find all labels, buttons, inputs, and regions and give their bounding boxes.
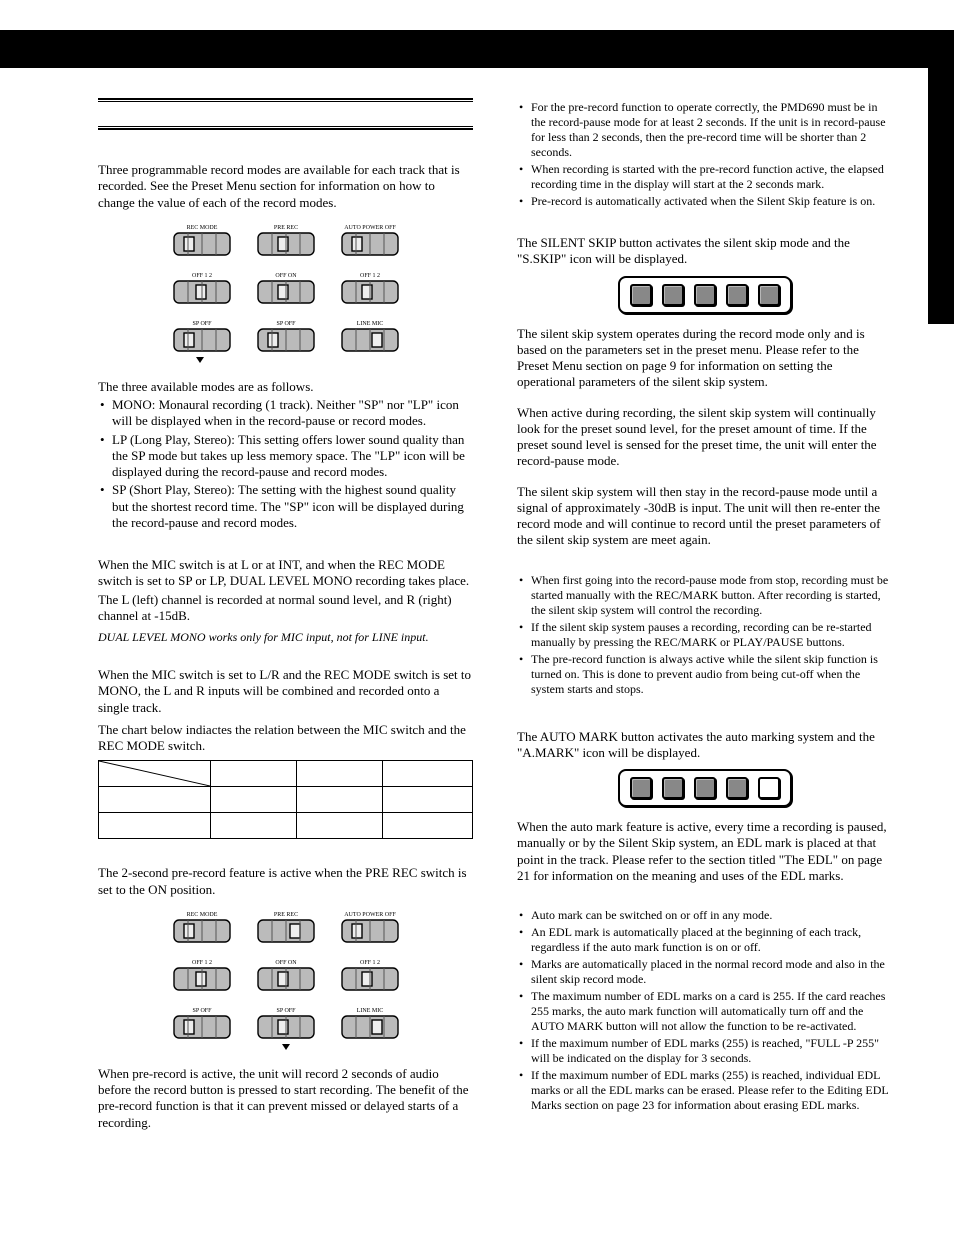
svg-text:PRE REC: PRE REC bbox=[273, 912, 297, 918]
list-item: Marks are automatically placed in the no… bbox=[517, 957, 892, 987]
side-black-tab bbox=[928, 62, 954, 324]
prerec-p1: The 2-second pre-record feature is activ… bbox=[98, 865, 473, 898]
svg-text:SP OFF: SP OFF bbox=[192, 321, 212, 327]
dual-level-note: DUAL LEVEL MONO works only for MIC input… bbox=[98, 630, 473, 645]
svg-text:OFF ON: OFF ON bbox=[275, 960, 297, 966]
dual-level-p1: When the MIC switch is at L or at INT, a… bbox=[98, 557, 473, 590]
rec-mode-list: MONO: Monaural recording (1 track). Neit… bbox=[98, 397, 473, 531]
svg-text:OFF 1 2: OFF 1 2 bbox=[191, 273, 211, 279]
combine-p1: When the MIC switch is set to L/R and th… bbox=[98, 667, 473, 716]
amark-p1: When the auto mark feature is active, ev… bbox=[517, 819, 892, 884]
sskip-p1: The silent skip system operates during t… bbox=[517, 326, 892, 391]
svg-text:SP OFF: SP OFF bbox=[276, 321, 296, 327]
list-item: If the silent skip system pauses a recor… bbox=[517, 620, 892, 650]
top-black-bar bbox=[0, 30, 954, 68]
dual-level-p2: The L (left) channel is recorded at norm… bbox=[98, 592, 473, 625]
svg-text:AUTO POWER OFF: AUTO POWER OFF bbox=[344, 912, 396, 918]
sskip-p2: When active during recording, the silent… bbox=[517, 405, 892, 470]
switch-panel-prerec: REC MODE PRE REC AUTO POWER OFF bbox=[98, 906, 473, 1056]
svg-text:REC MODE: REC MODE bbox=[186, 912, 217, 918]
sskip-intro: The SILENT SKIP button activates the sil… bbox=[517, 235, 892, 268]
list-item: MONO: Monaural recording (1 track). Neit… bbox=[98, 397, 473, 430]
switch-panel-recmode: REC MODE PRE REC AUTO POWER OFF bbox=[98, 219, 473, 369]
list-item: For the pre-record function to operate c… bbox=[517, 100, 892, 160]
list-item: When first going into the record-pause m… bbox=[517, 573, 892, 618]
double-rule bbox=[98, 98, 473, 102]
amark-intro: The AUTO MARK button activates the auto … bbox=[517, 729, 892, 762]
list-item: The pre-record function is always active… bbox=[517, 652, 892, 697]
amark-notes: Auto mark can be switched on or off in a… bbox=[517, 908, 892, 1113]
lcd-sskip bbox=[517, 276, 892, 314]
sskip-p3: The silent skip system will then stay in… bbox=[517, 484, 892, 549]
left-column: Three programmable record modes are avai… bbox=[98, 98, 473, 1137]
list-item: An EDL mark is automatically placed at t… bbox=[517, 925, 892, 955]
sskip-notes: When first going into the record-pause m… bbox=[517, 573, 892, 697]
list-item: Pre-record is automatically activated wh… bbox=[517, 194, 892, 209]
list-item: If the maximum number of EDL marks (255)… bbox=[517, 1036, 892, 1066]
svg-text:PRE REC: PRE REC bbox=[273, 225, 297, 231]
prerec-notes: For the pre-record function to operate c… bbox=[517, 100, 892, 209]
relation-table bbox=[98, 760, 473, 839]
lcd-amark bbox=[517, 769, 892, 807]
svg-text:OFF 1 2: OFF 1 2 bbox=[359, 273, 379, 279]
svg-text:LINE MIC: LINE MIC bbox=[356, 321, 383, 327]
svg-text:OFF ON: OFF ON bbox=[275, 273, 297, 279]
modes-lead: The three available modes are as follows… bbox=[98, 379, 473, 395]
svg-text:AUTO POWER OFF: AUTO POWER OFF bbox=[344, 225, 396, 231]
list-item: When recording is started with the pre-r… bbox=[517, 162, 892, 192]
list-item: The maximum number of EDL marks on a car… bbox=[517, 989, 892, 1034]
list-item: If the maximum number of EDL marks (255)… bbox=[517, 1068, 892, 1113]
list-item: SP (Short Play, Stereo): The setting wit… bbox=[98, 482, 473, 531]
svg-text:OFF 1 2: OFF 1 2 bbox=[191, 960, 211, 966]
double-rule bbox=[98, 126, 473, 130]
right-column: For the pre-record function to operate c… bbox=[517, 98, 892, 1137]
svg-text:SP OFF: SP OFF bbox=[192, 1008, 212, 1014]
combine-p2: The chart below indiactes the relation b… bbox=[98, 722, 473, 755]
list-item: LP (Long Play, Stereo): This setting off… bbox=[98, 432, 473, 481]
list-item: Auto mark can be switched on or off in a… bbox=[517, 908, 892, 923]
svg-text:OFF 1 2: OFF 1 2 bbox=[359, 960, 379, 966]
svg-text:SP OFF: SP OFF bbox=[276, 1008, 296, 1014]
prerec-p2: When pre-record is active, the unit will… bbox=[98, 1066, 473, 1131]
svg-text:REC MODE: REC MODE bbox=[186, 225, 217, 231]
rec-mode-intro: Three programmable record modes are avai… bbox=[98, 162, 473, 211]
svg-text:LINE MIC: LINE MIC bbox=[356, 1008, 383, 1014]
